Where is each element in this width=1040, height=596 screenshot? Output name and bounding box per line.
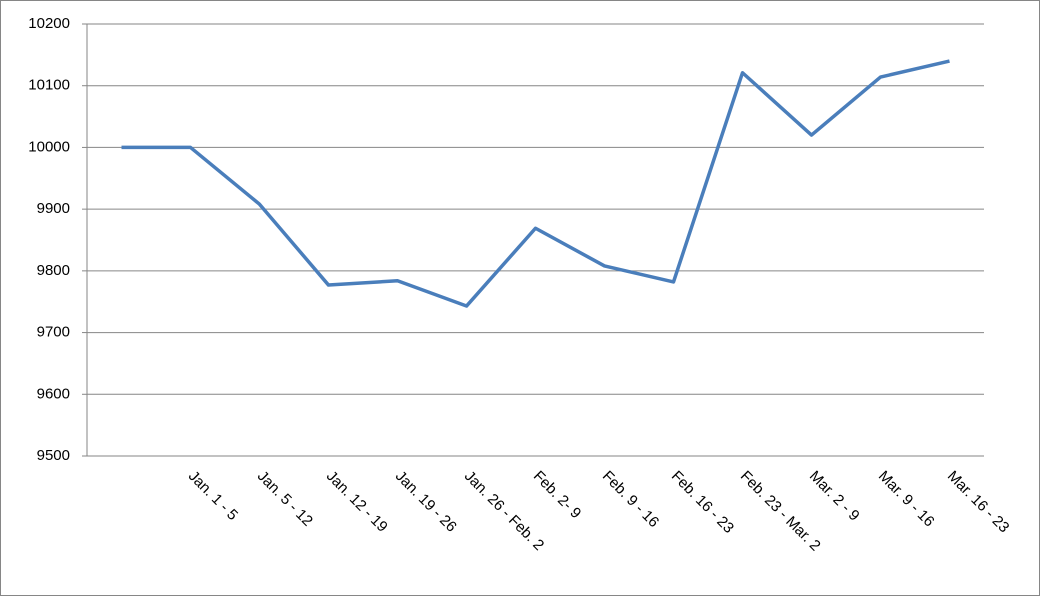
y-tick-label: 9600 [37,385,70,402]
y-tick-label: 10200 [28,15,70,32]
y-tick-label: 9500 [37,447,70,464]
y-tick-label: 9700 [37,324,70,341]
y-tick-label: 9900 [37,200,70,217]
y-tick-label: 10000 [28,138,70,155]
y-tick-label: 10100 [28,77,70,94]
line-series [121,59,950,308]
y-tick-label: 9800 [37,262,70,279]
